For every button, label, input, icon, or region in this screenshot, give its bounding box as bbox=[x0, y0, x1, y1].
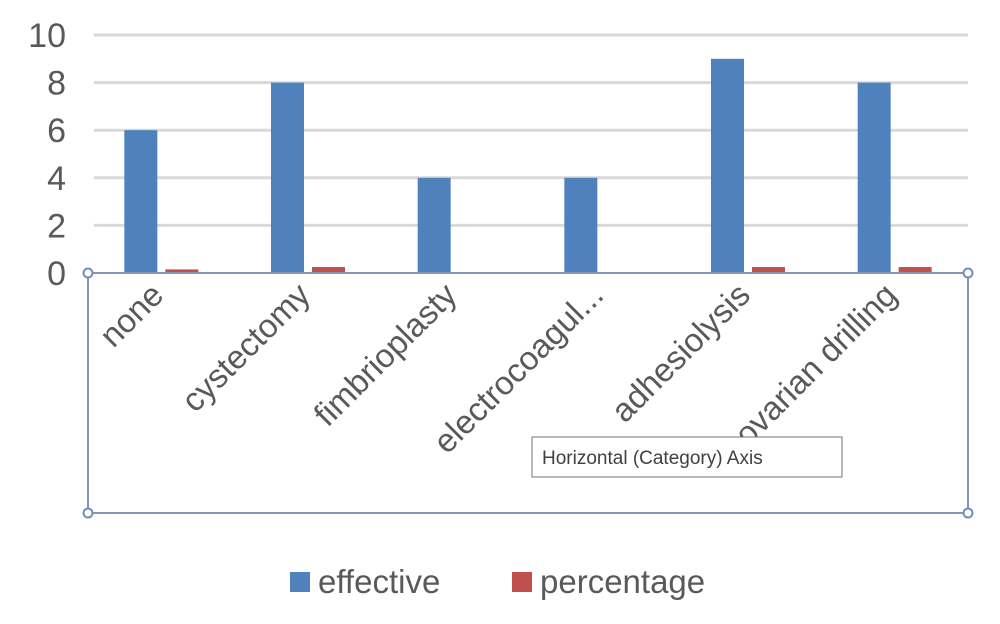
bar-percentage[interactable] bbox=[752, 267, 785, 273]
legend-label: percentage bbox=[540, 563, 705, 600]
y-tick-label: 4 bbox=[47, 160, 66, 198]
x-tick-label: none bbox=[92, 276, 170, 354]
legend-label: effective bbox=[318, 563, 440, 600]
bars bbox=[124, 58, 932, 273]
legend-swatch bbox=[512, 572, 532, 592]
bar-percentage[interactable] bbox=[312, 267, 345, 273]
bar-effective[interactable] bbox=[271, 82, 304, 273]
bar-effective[interactable] bbox=[124, 130, 158, 273]
bar-percentage[interactable] bbox=[165, 269, 199, 273]
y-tick-label: 10 bbox=[28, 17, 66, 55]
y-axis-ticks: 0 2 4 6 8 10 bbox=[28, 17, 66, 293]
legend-swatch bbox=[290, 572, 310, 592]
x-tick-label: fimbrioplasty bbox=[306, 275, 463, 432]
gridlines bbox=[94, 33, 968, 227]
axis-tooltip: Horizontal (Category) Axis bbox=[531, 436, 843, 478]
tooltip-box bbox=[531, 436, 843, 478]
selection-handle[interactable] bbox=[82, 267, 94, 279]
y-tick-label: 6 bbox=[47, 112, 66, 150]
tooltip-text: Horizontal (Category) Axis bbox=[542, 448, 763, 469]
x-tick-label: adhesiolysis bbox=[604, 276, 757, 429]
selection-handle[interactable] bbox=[962, 507, 974, 519]
bar-effective[interactable] bbox=[417, 177, 451, 273]
bar-percentage[interactable] bbox=[898, 267, 932, 273]
y-tick-label: 2 bbox=[47, 207, 66, 245]
selection-frame[interactable] bbox=[87, 272, 969, 514]
selection-handle[interactable] bbox=[962, 267, 974, 279]
category-axis-selection bbox=[82, 267, 974, 519]
legend: effective percentage bbox=[290, 563, 705, 600]
bar-effective[interactable] bbox=[857, 82, 891, 273]
selection-handle[interactable] bbox=[82, 507, 94, 519]
x-axis-ticks: none cystectomyfimbrioplastyelectrocoagul… bbox=[92, 275, 903, 460]
bar-effective[interactable] bbox=[711, 58, 744, 273]
bar-effective[interactable] bbox=[564, 177, 598, 273]
x-tick-label: cystectomy bbox=[174, 275, 317, 418]
y-tick-label: 0 bbox=[47, 255, 66, 293]
y-tick-label: 8 bbox=[47, 65, 66, 103]
